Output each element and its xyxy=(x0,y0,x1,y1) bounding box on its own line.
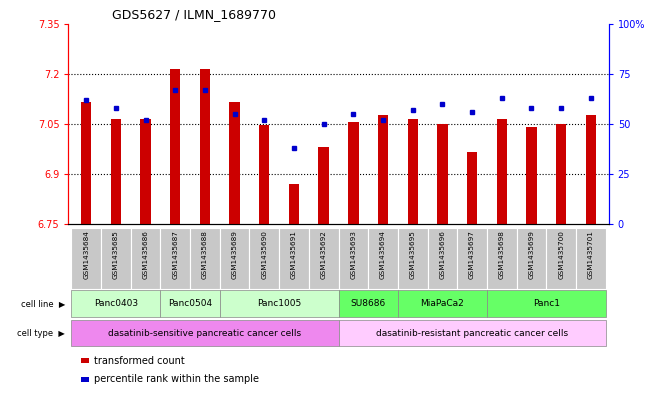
Bar xyxy=(131,228,160,289)
Text: GSM1435691: GSM1435691 xyxy=(291,230,297,279)
Bar xyxy=(428,228,457,289)
Text: GSM1435694: GSM1435694 xyxy=(380,230,386,279)
Bar xyxy=(576,228,605,289)
Text: Panc1: Panc1 xyxy=(533,299,560,308)
Bar xyxy=(170,69,180,224)
Text: SU8686: SU8686 xyxy=(351,299,386,308)
Text: GSM1435699: GSM1435699 xyxy=(529,230,534,279)
Bar xyxy=(259,125,270,224)
Bar xyxy=(497,119,507,224)
Text: Panc0403: Panc0403 xyxy=(94,299,138,308)
Bar xyxy=(220,228,249,289)
Bar xyxy=(309,228,339,289)
Text: MiaPaCa2: MiaPaCa2 xyxy=(421,299,464,308)
Text: GSM1435695: GSM1435695 xyxy=(409,230,416,279)
Bar xyxy=(190,228,220,289)
Text: cell line  ▶: cell line ▶ xyxy=(21,299,65,308)
Text: GSM1435686: GSM1435686 xyxy=(143,230,148,279)
Text: GSM1435697: GSM1435697 xyxy=(469,230,475,279)
Text: GSM1435693: GSM1435693 xyxy=(350,230,356,279)
Text: GSM1435701: GSM1435701 xyxy=(588,230,594,279)
Bar xyxy=(378,116,388,224)
Text: GSM1435689: GSM1435689 xyxy=(232,230,238,279)
Bar xyxy=(318,147,329,224)
Bar xyxy=(457,228,487,289)
Bar xyxy=(526,127,536,224)
Text: GSM1435690: GSM1435690 xyxy=(261,230,268,279)
Bar xyxy=(72,290,160,317)
Bar xyxy=(408,119,418,224)
Bar xyxy=(229,102,240,224)
Text: GSM1435688: GSM1435688 xyxy=(202,230,208,279)
Bar xyxy=(289,184,299,224)
Text: dasatinib-sensitive pancreatic cancer cells: dasatinib-sensitive pancreatic cancer ce… xyxy=(108,329,301,338)
Bar xyxy=(437,124,448,224)
Bar xyxy=(368,228,398,289)
Bar xyxy=(339,228,368,289)
Bar xyxy=(487,290,605,317)
Bar xyxy=(249,228,279,289)
Bar xyxy=(546,228,576,289)
Bar xyxy=(279,228,309,289)
Bar xyxy=(72,228,101,289)
Text: GSM1435684: GSM1435684 xyxy=(83,230,89,279)
Bar xyxy=(220,290,339,317)
Text: GSM1435687: GSM1435687 xyxy=(173,230,178,279)
Bar xyxy=(487,228,517,289)
Text: GSM1435692: GSM1435692 xyxy=(321,230,327,279)
Bar xyxy=(556,124,566,224)
Bar xyxy=(160,228,190,289)
Bar xyxy=(398,228,428,289)
Text: dasatinib-resistant pancreatic cancer cells: dasatinib-resistant pancreatic cancer ce… xyxy=(376,329,568,338)
Text: GDS5627 / ILMN_1689770: GDS5627 / ILMN_1689770 xyxy=(111,8,275,21)
Bar xyxy=(111,119,121,224)
Bar xyxy=(398,290,487,317)
Text: percentile rank within the sample: percentile rank within the sample xyxy=(94,374,259,384)
Bar xyxy=(200,69,210,224)
Bar xyxy=(72,320,339,346)
Bar xyxy=(348,122,359,224)
Text: Panc1005: Panc1005 xyxy=(257,299,301,308)
Bar xyxy=(160,290,220,317)
Bar xyxy=(339,290,398,317)
Bar xyxy=(517,228,546,289)
Bar xyxy=(339,320,605,346)
Bar xyxy=(467,152,477,224)
Text: GSM1435696: GSM1435696 xyxy=(439,230,445,279)
Text: cell type  ▶: cell type ▶ xyxy=(17,329,65,338)
Bar xyxy=(141,119,151,224)
Bar xyxy=(101,228,131,289)
Text: GSM1435698: GSM1435698 xyxy=(499,230,505,279)
Text: GSM1435685: GSM1435685 xyxy=(113,230,119,279)
Text: Panc0504: Panc0504 xyxy=(168,299,212,308)
Bar xyxy=(81,102,91,224)
Bar xyxy=(586,116,596,224)
Text: transformed count: transformed count xyxy=(94,356,185,366)
Text: GSM1435700: GSM1435700 xyxy=(558,230,564,279)
